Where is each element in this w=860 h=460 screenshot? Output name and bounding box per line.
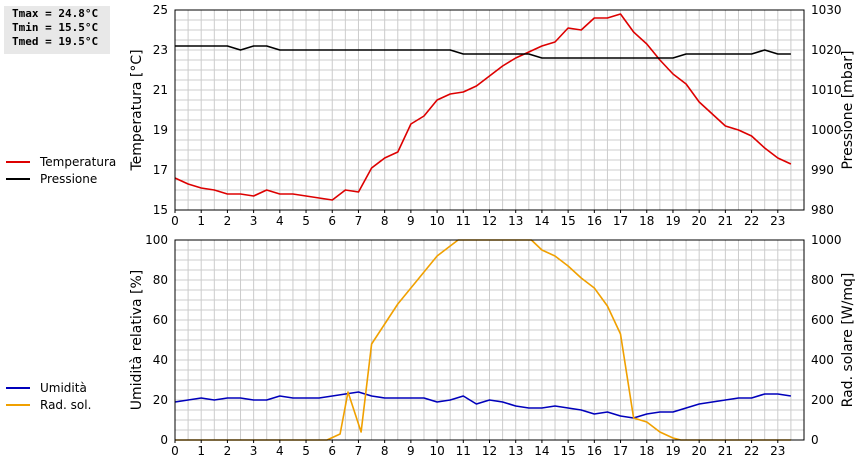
stat-tmax: Tmax = 24.8°C xyxy=(12,7,99,20)
panel-1-x-tick-label: 18 xyxy=(639,214,654,228)
panel-1-y-right-tick-label: 990 xyxy=(811,163,834,177)
panel-1-series-0-line xyxy=(174,13,792,201)
panel-2-x-tick-label: 9 xyxy=(407,444,415,458)
panel-1-x-tick-label: 5 xyxy=(302,214,310,228)
panel-2-y-right-label: Rad. solare [W/mq] xyxy=(840,273,856,408)
stats-box: Tmax = 24.8°C Tmin = 15.5°C Tmed = 19.5°… xyxy=(4,6,110,54)
panel-1-y-right-tick-label: 1030 xyxy=(811,3,842,17)
panel-2-x-tick-label: 5 xyxy=(302,444,310,458)
panel-2-x-tick-label: 7 xyxy=(355,444,363,458)
panel-1-x-tick-label: 7 xyxy=(355,214,363,228)
panel-1-x-tick-label: 4 xyxy=(276,214,284,228)
legend-bottom: Umidità Rad. sol. xyxy=(6,379,91,413)
panel-2-x-tick-label: 1 xyxy=(197,444,205,458)
panel-2-y-right-tick-label: 0 xyxy=(811,433,819,447)
legend-item-temperatura: Temperatura xyxy=(6,153,116,170)
panel-1-x-tick-label: 8 xyxy=(381,214,389,228)
panel-1-x-tick-label: 21 xyxy=(718,214,733,228)
panel-2-y-left-label: Umidità relativa [%] xyxy=(129,270,145,411)
panel-2-x-tick-label: 22 xyxy=(744,444,759,458)
panel-2-x-tick-label: 14 xyxy=(534,444,549,458)
panel-2-x-tick-label: 2 xyxy=(224,444,232,458)
legend-item-pressione: Pressione xyxy=(6,170,116,187)
panel-1-y-right-tick-label: 1010 xyxy=(811,83,842,97)
panel-2-y-left-tick-label: 100 xyxy=(145,233,168,247)
panel-1-y-left-tick-label: 23 xyxy=(153,43,168,57)
legend-label: Pressione xyxy=(40,171,98,186)
panel-2-y-left-tick-label: 40 xyxy=(153,353,168,367)
panel-1-x-tick-label: 6 xyxy=(328,214,336,228)
panel-2-y-left-tick-label: 80 xyxy=(153,273,168,287)
legend-item-umidita: Umidità xyxy=(6,379,91,396)
panel-1-x-tick-label: 11 xyxy=(456,214,471,228)
panel-1-y-right-tick-label: 980 xyxy=(811,203,834,217)
panel-1-x-tick-label: 12 xyxy=(482,214,497,228)
legend-label: Rad. sol. xyxy=(40,397,92,412)
legend-item-rad-sol: Rad. sol. xyxy=(6,396,91,413)
panel-2-x-tick-label: 10 xyxy=(429,444,444,458)
panel-2-y-right-tick-label: 600 xyxy=(811,313,834,327)
panel-1-y-left-tick-label: 17 xyxy=(153,163,168,177)
panel-1-x-tick-label: 3 xyxy=(250,214,258,228)
panel-2-y-left-tick-label: 20 xyxy=(153,393,168,407)
stat-tmed: Tmed = 19.5°C xyxy=(12,35,99,48)
panel-1-y-left-tick-label: 15 xyxy=(153,203,168,217)
legend-swatch xyxy=(6,386,30,389)
panel-2-x-tick-label: 23 xyxy=(770,444,785,458)
legend-swatch xyxy=(6,160,30,163)
panel-2-y-right-tick-label: 200 xyxy=(811,393,834,407)
panel-2-y-right-tick-label: 1000 xyxy=(811,233,842,247)
legend-top: Temperatura Pressione xyxy=(6,153,116,187)
panel-2-x-tick-label: 21 xyxy=(718,444,733,458)
panel-2-y-right-tick-label: 400 xyxy=(811,353,834,367)
panel-2-y-left-tick-label: 0 xyxy=(160,433,168,447)
panel-1-x-tick-label: 2 xyxy=(224,214,232,228)
panel-2-x-tick-label: 17 xyxy=(613,444,628,458)
panel-2-x-tick-label: 18 xyxy=(639,444,654,458)
legend-label: Umidità xyxy=(40,380,87,395)
panel-1-y-left-tick-label: 25 xyxy=(153,3,168,17)
panel-1-x-tick-label: 10 xyxy=(429,214,444,228)
panel-2-x-tick-label: 11 xyxy=(456,444,471,458)
panel-1-x-tick-label: 22 xyxy=(744,214,759,228)
panel-1-x-tick-label: 9 xyxy=(407,214,415,228)
panel-1-x-tick-label: 20 xyxy=(692,214,707,228)
panel-1-x-tick-label: 23 xyxy=(770,214,785,228)
panel-2-x-tick-label: 19 xyxy=(665,444,680,458)
panel-1-x-tick-label: 19 xyxy=(665,214,680,228)
legend-swatch xyxy=(6,177,30,180)
panel-2-x-tick-label: 13 xyxy=(508,444,523,458)
panel-2-x-tick-label: 3 xyxy=(250,444,258,458)
panel-1-x-tick-label: 14 xyxy=(534,214,549,228)
panel-1-x-tick-label: 17 xyxy=(613,214,628,228)
legend-swatch xyxy=(6,403,30,406)
panel-1-y-left-label: Temperatura [°C] xyxy=(129,49,145,171)
panel-2-x-tick-label: 6 xyxy=(328,444,336,458)
panel-1-y-left-tick-label: 19 xyxy=(153,123,168,137)
panel-1-y-right-tick-label: 1000 xyxy=(811,123,842,137)
panel-2-y-right-tick-label: 800 xyxy=(811,273,834,287)
panel-1-x-tick-label: 1 xyxy=(197,214,205,228)
panel-1-series-1-line xyxy=(175,45,791,59)
panel-1-y-right-tick-label: 1020 xyxy=(811,43,842,57)
panel-1-x-tick-label: 0 xyxy=(171,214,179,228)
panel-1-x-tick-label: 16 xyxy=(587,214,602,228)
panel-1-y-left-tick-label: 21 xyxy=(153,83,168,97)
panel-2-x-tick-label: 20 xyxy=(692,444,707,458)
panel-2-x-tick-label: 12 xyxy=(482,444,497,458)
panel-1-y-right-label: Pressione [mbar] xyxy=(840,50,856,169)
panel-2-x-tick-label: 8 xyxy=(381,444,389,458)
panel-2-y-left-tick-label: 60 xyxy=(153,313,168,327)
legend-label: Temperatura xyxy=(40,154,117,169)
panel-2-x-tick-label: 0 xyxy=(171,444,179,458)
panel-2-x-tick-label: 4 xyxy=(276,444,284,458)
panel-1-x-tick-label: 15 xyxy=(560,214,575,228)
stat-tmin: Tmin = 15.5°C xyxy=(12,21,99,34)
panel-2-x-tick-label: 15 xyxy=(560,444,575,458)
panel-2-series-0-line xyxy=(174,391,792,419)
panel-1-x-tick-label: 13 xyxy=(508,214,523,228)
panel-2-x-tick-label: 16 xyxy=(587,444,602,458)
